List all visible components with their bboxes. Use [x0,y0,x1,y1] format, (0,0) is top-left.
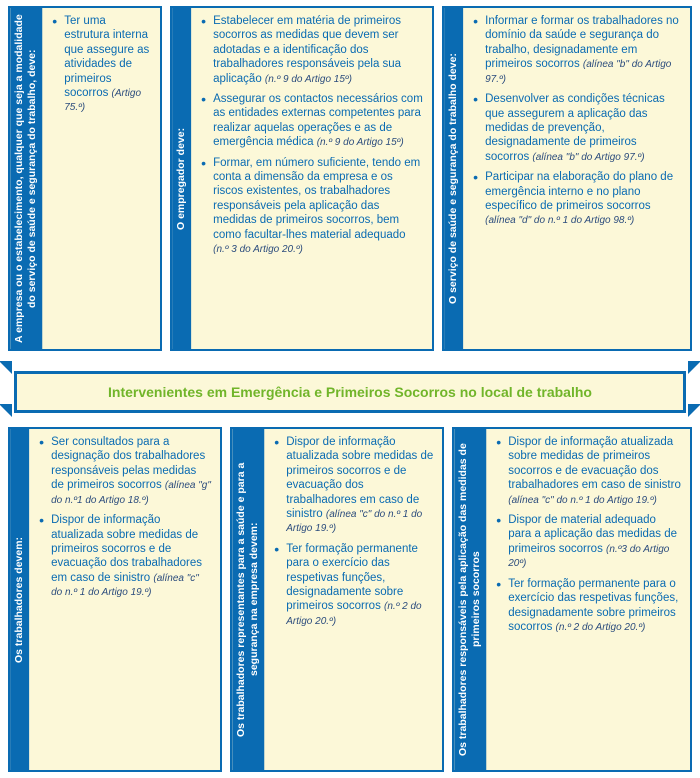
list-item: Desenvolver as condições técnicas que as… [471,92,682,164]
card-responsaveis-medidas: Os trabalhadores responsáveis pela aplic… [452,427,692,772]
list-item: Formar, em número suficiente, tendo em c… [199,156,424,257]
list-item-text: Formar, em número suficiente, tendo em c… [213,157,420,241]
list-item-text: Ter uma estrutura interna que assegure a… [64,15,149,99]
center-title: Intervenientes em Emergência e Primeiros… [14,371,686,413]
card-list: Dispor de informação atualizada sobre me… [486,429,690,770]
list-item-ref: (alínea "d" do n.º 1 do Artigo 98.º) [485,215,634,226]
arrow-icon [0,361,12,374]
list-item: Ter uma estrutura interna que assegure a… [50,14,152,115]
list-item-ref: (alínea "c" do n.º 1 do Artigo 19.º) [508,495,657,506]
card-list: Ter uma estrutura interna que assegure a… [42,8,160,349]
list-item-ref: (n.º 3 do Artigo 20.º) [213,244,303,255]
list-item-text: Participar na elaboração do plano de eme… [485,171,673,212]
top-row: A empresa ou o estabelecimento, qualquer… [0,0,700,351]
card-label: O empregador deve: [172,8,191,349]
list-item: Ser consultados para a designação dos tr… [37,435,212,507]
card-label: Os trabalhadores representantes para a s… [232,429,264,770]
card-list: Ser consultados para a designação dos tr… [29,429,220,770]
card-list: Dispor de informação atualizada sobre me… [264,429,442,770]
list-item: Dispor de informação atualizada sobre me… [37,513,212,600]
center-band: Intervenientes em Emergência e Primeiros… [0,355,700,423]
arrow-icon [688,404,700,417]
list-item-ref: (n.º 2 do Artigo 20.º) [556,622,646,633]
card-empregador: O empregador deve: Estabelecer em matéri… [170,6,434,351]
card-list: Estabelecer em matéria de primeiros soco… [191,8,432,349]
card-label: Os trabalhadores responsáveis pela aplic… [454,429,486,770]
list-item-text: Dispor de informação atualizada sobre me… [286,436,433,520]
list-item-ref: (n.º 9 do Artigo 15º) [265,74,352,85]
bottom-row: Os trabalhadores devem: Ser consultados … [0,427,700,778]
card-label: O serviço de saúde e segurança do trabal… [444,8,463,349]
card-label: Os trabalhadores devem: [10,429,29,770]
card-empresa: A empresa ou o estabelecimento, qualquer… [8,6,162,351]
list-item-text: Dispor de informação atualizada sobre me… [508,436,681,491]
page: A empresa ou o estabelecimento, qualquer… [0,0,700,778]
card-label: A empresa ou o estabelecimento, qualquer… [10,8,42,349]
list-item: Dispor de material adequado para a aplic… [494,513,682,571]
list-item: Dispor de informação atualizada sobre me… [272,435,434,536]
list-item-ref: (alínea "b" do Artigo 97.º) [532,152,644,163]
list-item-ref: (n.º 9 do Artigo 15º) [317,137,404,148]
list-item: Estabelecer em matéria de primeiros soco… [199,14,424,86]
list-item: Informar e formar os trabalhadores no do… [471,14,682,86]
arrow-icon [0,404,12,417]
card-servico-sst: O serviço de saúde e segurança do trabal… [442,6,692,351]
card-representantes-sst: Os trabalhadores representantes para a s… [230,427,444,772]
list-item: Dispor de informação atualizada sobre me… [494,435,682,507]
list-item: Assegurar os contactos necessários com a… [199,92,424,150]
list-item: Participar na elaboração do plano de eme… [471,170,682,228]
arrow-icon [688,361,700,374]
list-item: Ter formação permanente para o exercício… [272,542,434,629]
card-trabalhadores: Os trabalhadores devem: Ser consultados … [8,427,222,772]
list-item: Ter formação permanente para o exercício… [494,577,682,635]
card-list: Informar e formar os trabalhadores no do… [463,8,690,349]
